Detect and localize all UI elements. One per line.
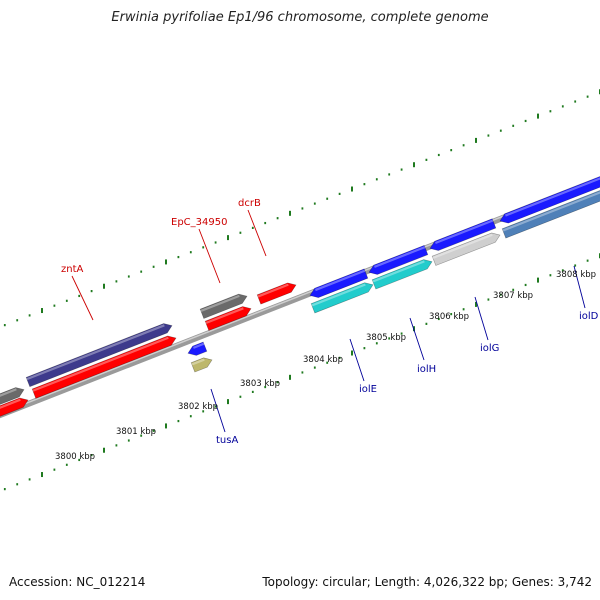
gene-iolE-cyan[interactable] <box>310 280 375 314</box>
gene-features <box>0 168 600 428</box>
accession-text: Accession: NC_012214 <box>9 575 146 589</box>
gene-iolH-cyan[interactable] <box>371 257 434 290</box>
leader-tusA <box>210 388 226 433</box>
kbp-label-3800: 3800 kbp <box>55 452 95 462</box>
gene-dcrB-red[interactable] <box>256 280 298 305</box>
gene-iolE-blue[interactable] <box>308 268 369 300</box>
map-title: Erwinia pyrifoliae Ep1/96 chromosome, co… <box>111 10 489 25</box>
kbp-label-3801: 3801 kbp <box>116 427 156 437</box>
gene-iolG-lightgray[interactable] <box>431 230 502 266</box>
gene-tusA-olive[interactable] <box>190 355 214 373</box>
gene-gray-left[interactable] <box>0 385 26 416</box>
kbp-label-3806: 3806 kbp <box>429 312 469 322</box>
kbp-label-3807: 3807 kbp <box>493 291 533 301</box>
leader-EpC_34950 <box>198 228 221 284</box>
leader-iolD <box>573 265 586 309</box>
gene-iolH-blue[interactable] <box>367 244 429 277</box>
genome-summary-text: Topology: circular; Length: 4,026,322 bp… <box>262 575 592 589</box>
leader-iolH <box>409 317 425 361</box>
gene-iolD-steel[interactable] <box>501 183 600 239</box>
gene-label-iolG[interactable]: iolG <box>480 343 499 354</box>
kbp-label-3804: 3804 kbp <box>303 355 343 365</box>
gene-EpC_34950-gray[interactable] <box>199 292 249 319</box>
gene-label-iolE[interactable]: iolE <box>359 384 377 395</box>
gene-EpC_34950-red[interactable] <box>204 304 253 331</box>
gene-label-dcrB[interactable]: dcrB <box>238 198 261 209</box>
gene-zntA-navy[interactable] <box>25 321 174 388</box>
gene-label-iolH[interactable]: iolH <box>417 364 436 375</box>
gene-iolG-blue[interactable] <box>428 218 497 253</box>
gene-iolD-blue[interactable] <box>498 168 600 225</box>
kbp-label-3802: 3802 kbp <box>178 402 218 412</box>
kbp-label-3805: 3805 kbp <box>366 333 406 343</box>
kbp-label-3803: 3803 kbp <box>240 379 280 389</box>
gene-tusA-blue[interactable] <box>186 341 208 358</box>
gene-label-zntA[interactable]: zntA <box>61 264 84 275</box>
leader-iolG <box>474 296 489 341</box>
gene-zntA-red[interactable] <box>31 333 178 399</box>
gene-label-iolD[interactable]: iolD <box>579 311 599 322</box>
gene-label-EpC_34950[interactable]: EpC_34950 <box>171 217 227 228</box>
leader-zntA <box>71 275 94 321</box>
label-leader-lines <box>71 209 586 433</box>
outer-tick-marks <box>3 89 600 327</box>
kbp-label-3808: 3808 kbp <box>556 270 596 280</box>
gene-label-tusA[interactable]: tusA <box>216 435 238 446</box>
leader-iolE <box>349 338 365 382</box>
leader-dcrB <box>247 209 267 257</box>
gene-red-left[interactable] <box>0 395 30 428</box>
